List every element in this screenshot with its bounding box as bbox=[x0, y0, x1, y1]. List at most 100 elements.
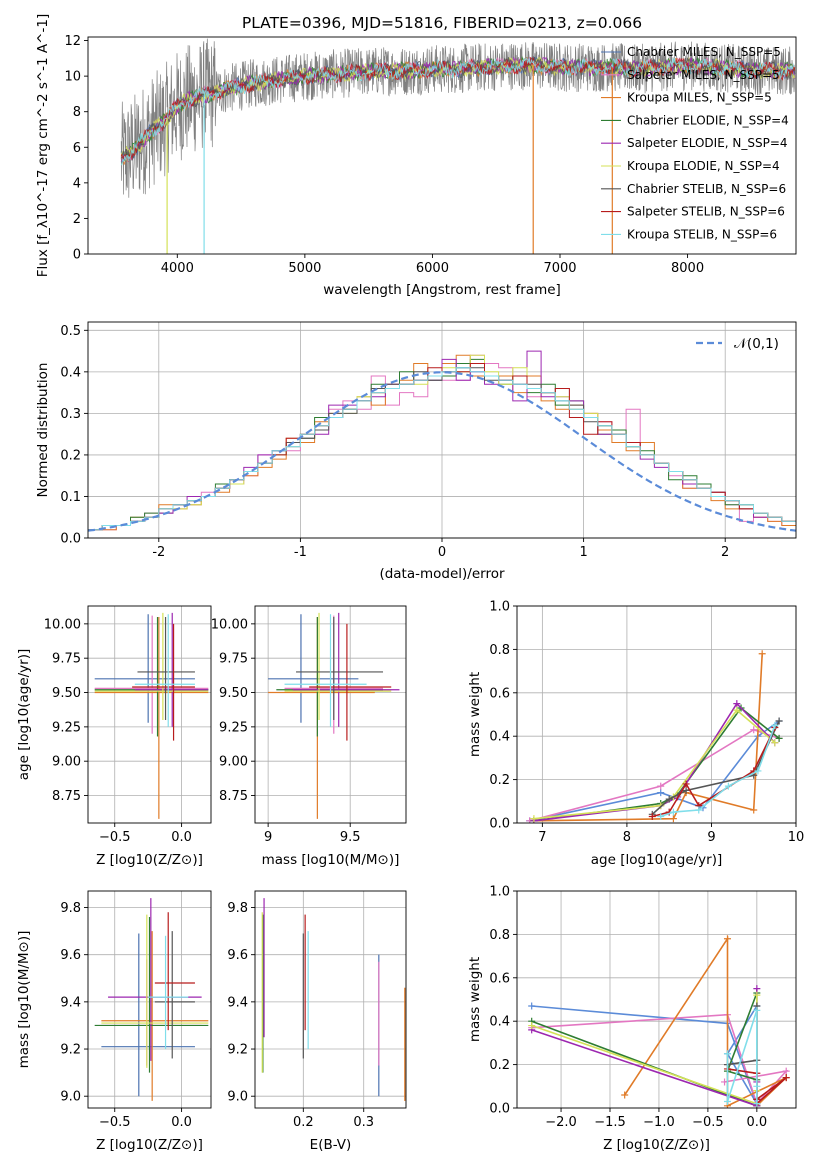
x-tick-label: 7000 bbox=[543, 261, 576, 276]
x-axis-label: E(B-V) bbox=[310, 1137, 352, 1153]
panel-mass-vs-z: −0.5 0.0 9.0 9.2 9.4 9.6 9.8 Z [log10(Z/Z⊙)] mas… bbox=[16, 890, 212, 1153]
weight-point bbox=[771, 721, 779, 729]
y-tick-label: 0.4 bbox=[489, 1015, 510, 1030]
x-tick-label: −0.5 bbox=[99, 830, 131, 845]
y-tick-label: 9.0 bbox=[60, 1090, 81, 1105]
y-tick-label: 9.50 bbox=[52, 686, 81, 701]
weight-point bbox=[758, 650, 766, 658]
y-tick-label: 12 bbox=[64, 34, 81, 49]
weight-point bbox=[753, 1100, 761, 1108]
y-tick-label: 9.4 bbox=[60, 995, 81, 1010]
y-tick-label: 8 bbox=[73, 105, 81, 120]
x-tick-label: 9.5 bbox=[340, 830, 361, 845]
weight-point bbox=[733, 700, 741, 708]
axes-frame bbox=[87, 890, 212, 1109]
x-tick-label: 0 bbox=[438, 545, 446, 560]
x-tick-label: -1 bbox=[294, 545, 307, 560]
y-axis-label: Flux [f_λ10^-17 erg cm^-2 s^-1 A^-1] bbox=[35, 14, 51, 277]
x-tick-label: 0.0 bbox=[746, 1115, 767, 1130]
y-tick-label: 9.6 bbox=[60, 948, 81, 963]
y-tick-label: 1.0 bbox=[489, 600, 510, 615]
x-tick-label: 9 bbox=[707, 830, 715, 845]
y-tick-label: 9.00 bbox=[219, 755, 248, 770]
y-tick-label: 9.0 bbox=[227, 1090, 248, 1105]
axes-frame bbox=[516, 890, 797, 1109]
histograms bbox=[88, 350, 796, 532]
weight-point bbox=[669, 815, 677, 823]
legend-label: Chabrier STELIB, N_SSP=6 bbox=[627, 182, 786, 196]
weight-lines bbox=[528, 935, 790, 1108]
y-tick-label: 9.8 bbox=[227, 901, 248, 916]
x-tick-label: 8 bbox=[623, 830, 631, 845]
normal-curve bbox=[88, 371, 796, 532]
y-tick-label: 0.2 bbox=[489, 1058, 510, 1073]
y-tick-label: 6 bbox=[73, 141, 81, 156]
legend-label: Salpeter STELIB, N_SSP=6 bbox=[627, 205, 785, 219]
y-tick-label: 9.2 bbox=[60, 1043, 81, 1058]
x-tick-label: 2 bbox=[721, 545, 729, 560]
y-tick-label: 0.2 bbox=[489, 773, 510, 788]
weight-point bbox=[775, 717, 783, 725]
x-axis-label: age [log10(age/yr)] bbox=[591, 852, 723, 868]
axes-frame bbox=[87, 36, 797, 255]
weight-point bbox=[754, 767, 762, 775]
weight-point bbox=[648, 812, 656, 820]
y-tick-label: 10.00 bbox=[44, 617, 81, 632]
weight-point bbox=[528, 1022, 536, 1030]
weight-point bbox=[724, 782, 732, 790]
x-tick-label: 9 bbox=[264, 830, 272, 845]
y-tick-label: 8.75 bbox=[52, 789, 81, 804]
y-tick-label: 9.6 bbox=[227, 948, 248, 963]
weight-point bbox=[657, 812, 665, 820]
x-tick-label: 4000 bbox=[161, 261, 194, 276]
weight-line bbox=[533, 706, 780, 822]
weight-line bbox=[652, 727, 776, 818]
panel-residual-histogram: -2 -1 0 1 2 0.0 0.1 0.2 0.3 0.4 0.5 (data-model)/er… bbox=[35, 321, 797, 582]
weight-line bbox=[624, 936, 787, 1108]
weight-point bbox=[723, 1097, 731, 1105]
weight-point bbox=[750, 726, 758, 734]
error-bars bbox=[94, 898, 209, 1101]
x-tick-label: −1.5 bbox=[594, 1115, 626, 1130]
x-tick-label: 0.0 bbox=[171, 830, 192, 845]
y-tick-label: 0.0 bbox=[489, 817, 510, 832]
weight-line bbox=[531, 995, 758, 1105]
y-tick-label: 0.2 bbox=[60, 448, 81, 463]
y-tick-label: 9.2 bbox=[227, 1043, 248, 1058]
weight-point bbox=[753, 985, 761, 993]
weight-point bbox=[775, 734, 783, 742]
weight-point bbox=[528, 1002, 536, 1010]
weight-point bbox=[733, 706, 741, 714]
y-tick-label: 10.00 bbox=[211, 617, 248, 632]
y-tick-label: 9.8 bbox=[60, 901, 81, 916]
weight-line bbox=[531, 988, 758, 1107]
x-tick-label: 0.0 bbox=[171, 1115, 192, 1130]
y-axis-label: age [log10(age/yr)] bbox=[16, 649, 32, 781]
weight-point bbox=[723, 1050, 731, 1058]
weight-point bbox=[753, 991, 761, 999]
y-tick-label: 0.0 bbox=[60, 532, 81, 547]
y-tick-label: 4 bbox=[73, 176, 81, 191]
legend-label: 𝒩(0,1) bbox=[734, 336, 779, 352]
legend-label: Salpeter ELODIE, N_SSP=4 bbox=[627, 136, 788, 150]
y-tick-label: 0.4 bbox=[489, 730, 510, 745]
y-tick-label: 0.4 bbox=[60, 365, 81, 380]
panel-weight-vs-age: 7 8 9 10 0.0 0.2 0.4 0.6 0.8 1.0 age [log10(age/yr… bbox=[467, 600, 804, 869]
x-tick-label: 0.2 bbox=[293, 1115, 314, 1130]
weight-point bbox=[695, 806, 703, 814]
x-tick-label: 5000 bbox=[288, 261, 321, 276]
y-tick-label: 0.6 bbox=[489, 686, 510, 701]
weight-line bbox=[660, 725, 776, 818]
y-tick-label: 9.75 bbox=[219, 652, 248, 667]
weight-point bbox=[682, 780, 690, 788]
legend-label: Kroupa STELIB, N_SSP=6 bbox=[627, 227, 777, 241]
legend-label: Chabrier MILES, N_SSP=5 bbox=[627, 45, 781, 59]
weight-point bbox=[657, 789, 665, 797]
y-tick-label: 0 bbox=[73, 248, 81, 263]
axes-frame bbox=[516, 605, 797, 824]
panel-mass-vs-ebv: 0.2 0.3 9.0 9.2 9.4 9.6 9.8 E(B-V) bbox=[227, 890, 407, 1153]
x-tick-label: 10 bbox=[788, 830, 805, 845]
y-tick-label: 9.25 bbox=[52, 720, 81, 735]
axes-frame bbox=[87, 605, 212, 824]
